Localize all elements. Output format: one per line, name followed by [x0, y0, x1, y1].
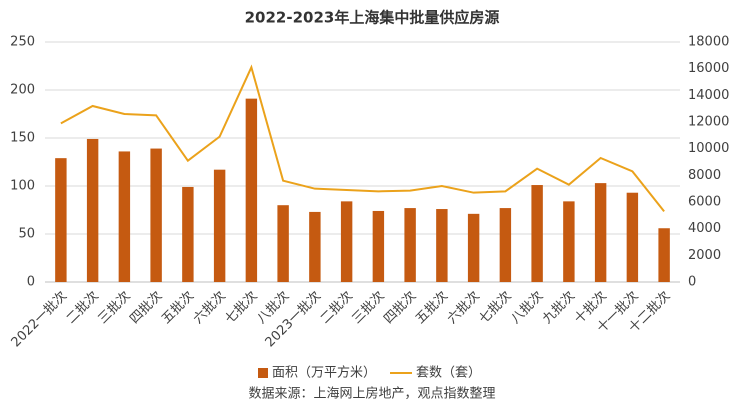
y-tick-label: 50 [18, 227, 35, 242]
bar [626, 192, 639, 282]
bar [309, 211, 321, 282]
y2-tick-label: 0 [688, 275, 696, 290]
line [60, 64, 665, 212]
bar [213, 169, 226, 282]
bar [182, 186, 194, 282]
source-note: 数据来源：上海网上房地产，观点指数整理 [248, 386, 495, 402]
bar [594, 183, 607, 282]
y2-tick-label: 2000 [688, 248, 721, 263]
bar [118, 151, 131, 282]
x-tick-label: 九批次 [539, 288, 578, 327]
y-tick-label: 0 [27, 275, 35, 290]
bar [340, 201, 353, 282]
bar [372, 210, 385, 282]
y-tick-label: 100 [10, 179, 35, 194]
bar [245, 98, 258, 282]
x-tick-label: 三批次 [95, 288, 134, 327]
legend-label: 面积（万平方米） [272, 365, 376, 381]
bar [658, 228, 670, 282]
bar [436, 209, 448, 282]
y2-tick-label: 18000 [688, 35, 729, 50]
bar [563, 201, 575, 282]
y-tick-label: 250 [10, 35, 35, 50]
bar [277, 205, 289, 282]
chart-title: 2022-2023年上海集中批量供应房源 [245, 9, 500, 27]
x-tick-label: 六批次 [190, 288, 229, 327]
bar [86, 138, 99, 282]
y2-tick-label: 16000 [688, 61, 729, 76]
bar [55, 158, 67, 282]
x-tick-label: 七批次 [222, 288, 261, 327]
x-tick-label: 二批次 [63, 288, 102, 327]
bar [467, 213, 480, 282]
y-tick-label: 150 [10, 131, 35, 146]
x-tick-label: 五批次 [158, 288, 197, 327]
bar [150, 148, 162, 282]
x-tick-label: 七批次 [476, 288, 515, 327]
y2-tick-label: 10000 [688, 141, 729, 156]
x-tick-label: 四批次 [127, 288, 166, 327]
legend-label: 套数（套） [416, 365, 481, 381]
bar [404, 208, 416, 282]
bar [499, 208, 512, 282]
bar [531, 185, 543, 282]
y2-tick-label: 4000 [688, 221, 721, 236]
y2-tick-label: 12000 [688, 115, 729, 130]
x-tick-label: 八批次 [508, 288, 547, 327]
x-tick-label: 四批次 [381, 288, 420, 327]
y-tick-label: 200 [10, 83, 35, 98]
y2-tick-label: 6000 [688, 195, 721, 210]
x-tick-label: 2022一批次 [8, 288, 70, 350]
x-tick-label: 五批次 [412, 288, 451, 327]
legend-swatch [258, 368, 268, 378]
x-tick-label: 三批次 [349, 288, 388, 327]
y2-tick-label: 14000 [688, 88, 729, 103]
x-tick-label: 二批次 [317, 288, 356, 327]
y2-tick-label: 8000 [688, 168, 721, 183]
x-tick-label: 六批次 [444, 288, 483, 327]
